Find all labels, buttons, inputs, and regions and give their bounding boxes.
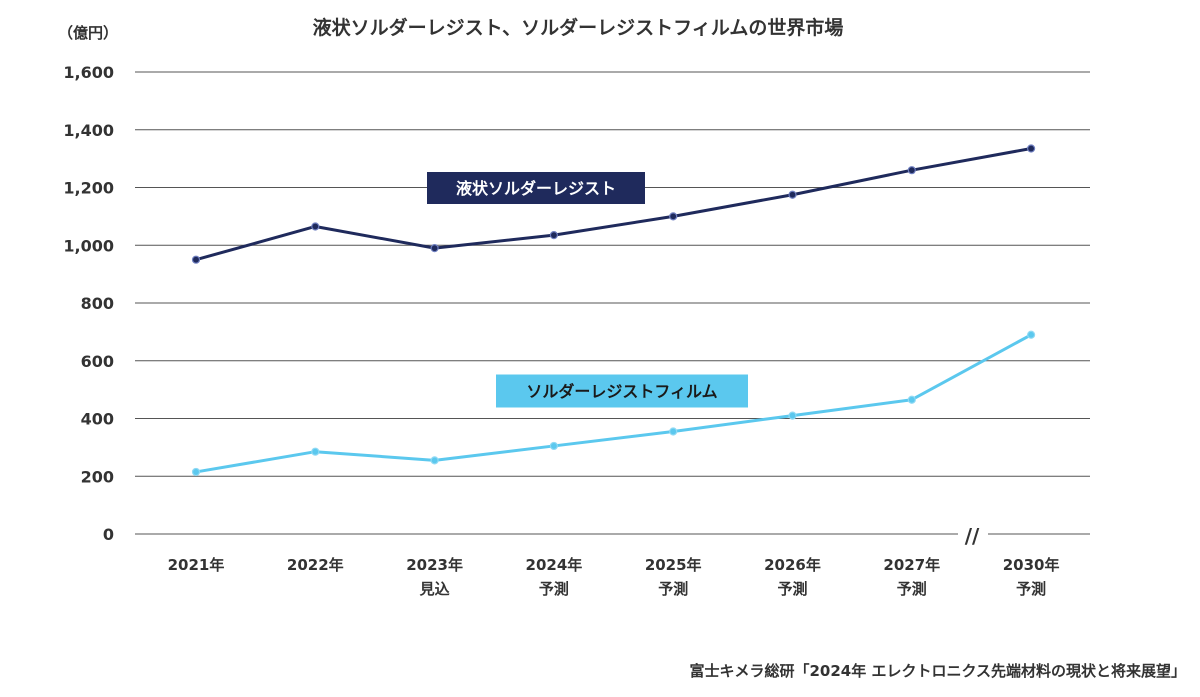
x-tick-label: 2023年 — [406, 556, 463, 574]
x-tick-label: 2025年 — [645, 556, 702, 574]
axis-break-mark: // — [965, 524, 980, 548]
series-line-2 — [195, 333, 1032, 474]
x-tick-sublabel: 見込 — [419, 580, 450, 598]
y-tick-label: 1,200 — [63, 179, 114, 198]
data-point — [788, 190, 797, 199]
data-point — [191, 467, 201, 477]
data-point — [669, 212, 678, 221]
y-tick-label: 0 — [103, 525, 114, 544]
x-tick-sublabel: 予測 — [1016, 580, 1046, 598]
data-point — [907, 166, 916, 175]
x-tick-sublabel: 予測 — [897, 580, 927, 598]
data-point — [669, 427, 678, 436]
data-point — [311, 447, 320, 456]
y-tick-label: 1,600 — [63, 63, 114, 82]
data-point — [191, 255, 201, 264]
y-tick-label: 800 — [81, 294, 114, 313]
x-tick-sublabel: 予測 — [777, 580, 807, 598]
x-tick-label: 2030年 — [1003, 556, 1060, 574]
data-point — [430, 456, 439, 465]
series-label-1: 液状ソルダーレジスト — [456, 179, 616, 198]
y-tick-label: 600 — [81, 352, 114, 371]
series-label-2: ソルダーレジストフィルム — [526, 382, 717, 401]
data-point — [1026, 330, 1036, 339]
x-tick-label: 2027年 — [883, 556, 940, 574]
series-label-box-2 — [496, 374, 748, 408]
x-tick-sublabel: 予測 — [658, 580, 688, 598]
series-label-box-1 — [427, 172, 645, 204]
data-point — [788, 411, 797, 420]
y-tick-label: 1,000 — [63, 236, 114, 255]
y-tick-label: 1,400 — [63, 121, 114, 140]
x-tick-label: 2026年 — [764, 556, 821, 574]
x-tick-label: 2021年 — [168, 556, 225, 574]
y-tick-label: 200 — [81, 467, 114, 486]
gridlines: // — [135, 71, 1090, 548]
data-point — [1026, 144, 1036, 153]
data-point — [549, 231, 559, 240]
source-note: 富士キメラ総研「2024年 エレクトロニクス先端材料の現状と将来展望」 — [689, 662, 1186, 680]
x-tick-label: 2024年 — [526, 556, 583, 574]
data-point — [430, 244, 439, 253]
y-tick-label: 400 — [81, 410, 114, 429]
chart-title: 液状ソルダーレジスト、ソルダーレジストフィルムの世界市場 — [313, 16, 844, 39]
data-point — [549, 441, 559, 451]
series-line-1 — [195, 147, 1032, 262]
data-point — [907, 395, 916, 404]
y-axis-unit-label: （億円） — [58, 24, 118, 42]
y-axis-ticks: 0 200 400 600 800 1,000 1,200 1,400 1,600 — [63, 63, 114, 544]
x-tick-label: 2022年 — [287, 556, 344, 574]
x-tick-sublabel: 予測 — [539, 580, 569, 598]
data-point — [311, 222, 320, 231]
series-lines — [191, 144, 1036, 477]
